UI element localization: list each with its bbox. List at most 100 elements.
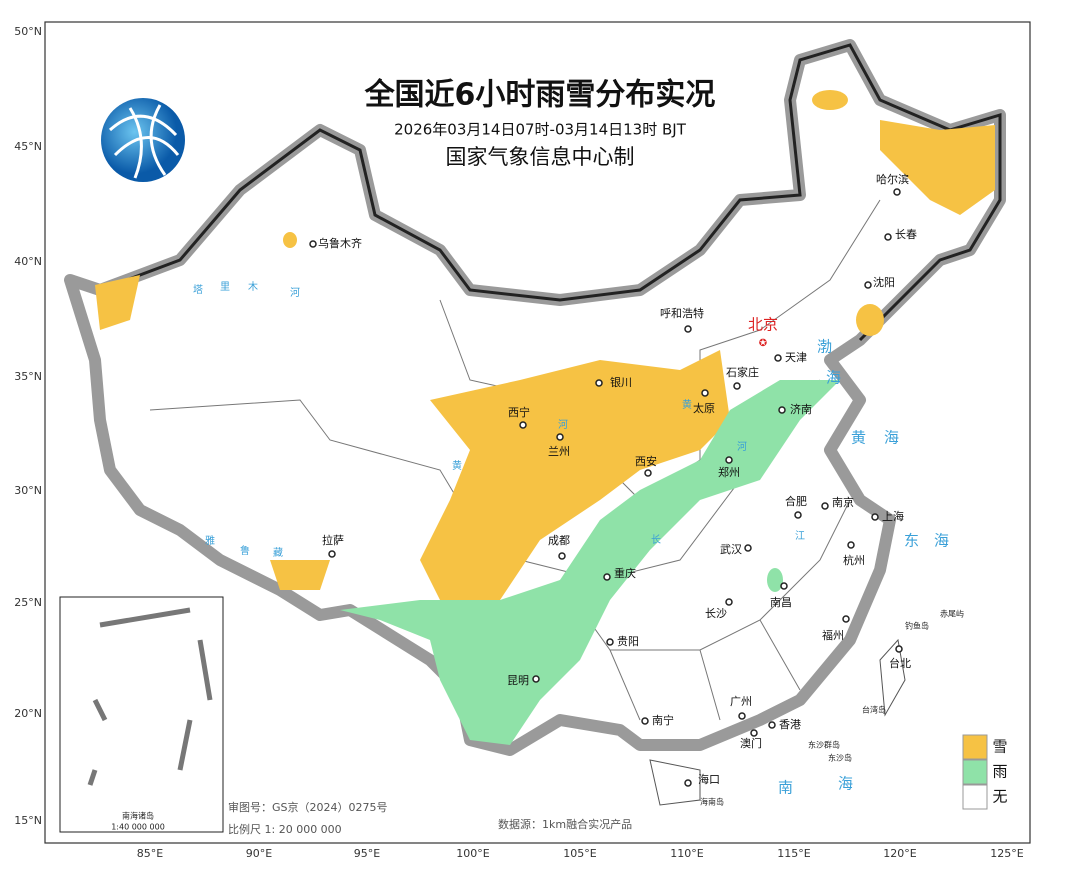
snow-area <box>95 90 995 600</box>
city-label: 海口 <box>698 772 720 786</box>
city-dot <box>738 712 746 720</box>
river-label: 塔 <box>193 283 203 296</box>
inset-title: 南海诸岛 <box>122 811 154 821</box>
city-label: 武汉 <box>720 543 742 556</box>
river-label: 藏 <box>273 547 283 559</box>
taiwan <box>879 638 906 717</box>
city-dot <box>774 354 782 362</box>
island-label: 东沙岛 <box>828 753 852 763</box>
lat-label: 25°N <box>14 596 42 609</box>
city-dot <box>780 582 788 590</box>
issuer: 国家气象信息中心制 <box>446 145 635 169</box>
city-label: 郑州 <box>718 465 740 479</box>
city-dot <box>684 325 692 333</box>
river-label: 鲁 <box>240 544 250 557</box>
city-dot <box>595 379 603 387</box>
title: 全国近6小时雨雪分布实况 <box>364 78 716 113</box>
lat-label: 40°N <box>14 255 42 268</box>
city-dot <box>895 645 903 653</box>
city-dot <box>701 389 709 397</box>
lon-label: 110°E <box>670 847 703 860</box>
capital-star: ✪ <box>759 338 767 349</box>
lat-label: 45°N <box>14 140 42 153</box>
city-dot <box>606 638 614 646</box>
approval-number: 审图号：GS京（2024）0275号 <box>228 800 388 814</box>
city-label: 拉萨 <box>322 533 344 547</box>
island-label: 海南岛 <box>700 797 724 807</box>
river-label: 河 <box>737 441 747 453</box>
city-label: 沈阳 <box>873 275 895 289</box>
lon-label: 125°E <box>990 847 1023 860</box>
city-dot <box>558 552 566 560</box>
scale-text: 比例尺 1: 20 000 000 <box>228 822 342 836</box>
city-label: 济南 <box>790 402 812 416</box>
lon-label: 120°E <box>883 847 916 860</box>
city-dot <box>684 779 692 787</box>
city-dot <box>603 573 611 581</box>
river-label: 木 <box>248 281 258 293</box>
city-label: 银川 <box>610 375 632 389</box>
city-label: 太原 <box>693 402 715 415</box>
city-label: 南京 <box>832 495 854 509</box>
lon-label: 90°E <box>246 847 272 860</box>
legend-label: 雨 <box>992 763 1007 781</box>
city-dot <box>842 615 850 623</box>
city-dot <box>519 421 527 429</box>
river-label: 黄 <box>682 398 692 411</box>
city-label: 兰州 <box>548 445 570 458</box>
sea-label: 渤 <box>817 338 832 356</box>
city-dot <box>532 675 540 683</box>
sea-label: 海 <box>884 429 899 447</box>
city-dot <box>821 502 829 510</box>
island-label: 台湾岛 <box>862 705 886 715</box>
city-dot <box>725 598 733 606</box>
city-label: 乌鲁木齐 <box>318 236 362 250</box>
city-label: 台北 <box>889 656 911 670</box>
city-dot <box>725 456 733 464</box>
city-dot <box>893 188 901 196</box>
city-dot <box>864 281 872 289</box>
city-dot <box>641 717 649 725</box>
sea-label: 海 <box>934 532 949 550</box>
city-label: 昆明 <box>507 674 529 687</box>
city-dot <box>794 511 802 519</box>
river-label: 雅 <box>205 534 215 547</box>
lon-label: 85°E <box>137 847 163 860</box>
sea-label: 南 <box>778 779 793 797</box>
period: 2026年03月14日07时-03月14日13时 BJT <box>394 121 687 139</box>
city-dot <box>750 729 758 737</box>
city-dot <box>644 469 652 477</box>
lat-label: 15°N <box>14 814 42 827</box>
city-label: 哈尔滨 <box>876 172 909 186</box>
island-label: 赤尾屿 <box>940 610 964 619</box>
lon-label: 115°E <box>777 847 810 860</box>
city-label: 澳门 <box>740 736 762 750</box>
city-dot <box>556 433 564 441</box>
city-label: 重庆 <box>614 566 636 580</box>
data-source: 数据源：1km融合实况产品 <box>498 817 632 831</box>
city-label: 香港 <box>779 718 801 731</box>
legend-label: 雪 <box>992 738 1007 756</box>
city-label: 西宁 <box>508 405 530 419</box>
river-label: 河 <box>290 287 300 299</box>
river-label: 里 <box>220 281 230 293</box>
river-label: 长 <box>651 534 661 546</box>
city-label: 合肥 <box>785 494 807 508</box>
hainan <box>649 759 701 806</box>
legend-label: 无 <box>992 788 1007 806</box>
lon-label: 100°E <box>456 847 489 860</box>
city-label: 广州 <box>730 695 752 708</box>
lat-label: 20°N <box>14 707 42 720</box>
city-label: 贵阳 <box>617 635 639 648</box>
city-dot <box>733 382 741 390</box>
city-dot <box>778 406 786 414</box>
city-label: 长春 <box>895 228 917 241</box>
city-label: 呼和浩特 <box>660 306 704 320</box>
city-dot <box>847 541 855 549</box>
sea-label: 东 <box>904 532 919 550</box>
sea-label: 海 <box>826 369 841 387</box>
city-label: 南宁 <box>652 713 674 727</box>
lat-label: 30°N <box>14 484 42 497</box>
legend <box>962 734 988 810</box>
